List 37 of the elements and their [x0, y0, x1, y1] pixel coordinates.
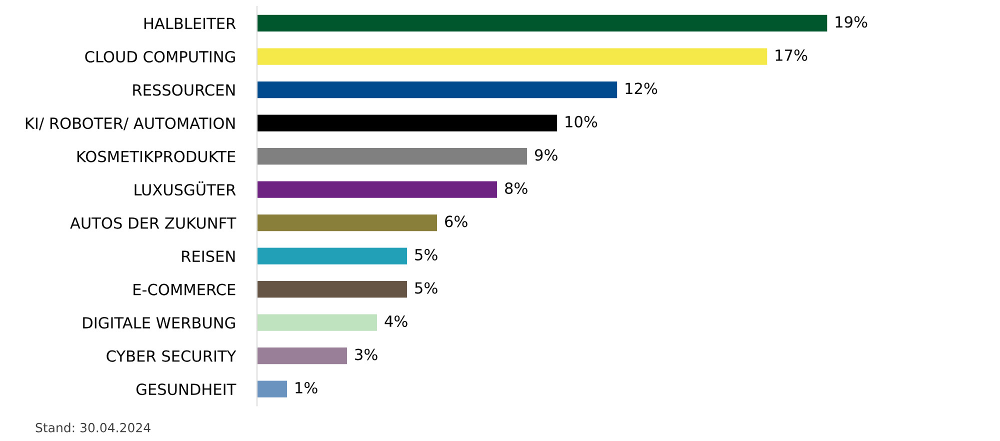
bar	[257, 81, 618, 98]
data-label: 1%	[296, 382, 318, 394]
y-tick-label: HALBLEITER	[144, 18, 236, 30]
data-label: 8%	[505, 182, 528, 194]
y-tick-label: AUTOS DER ZUKUNFT	[70, 217, 236, 229]
data-label: 10%	[566, 116, 598, 128]
y-tick-label: DIGITALE WERBUNG	[83, 317, 235, 329]
y-tick-label: LUXUSGÜTER	[134, 181, 236, 196]
y-tick-label: KI/ ROBOTER/ AUTOMATION	[26, 117, 235, 130]
bar	[257, 348, 348, 364]
y-tick-label: KOSMETIKPRODUKTE	[77, 150, 236, 162]
y-tick-label: REISEN	[182, 250, 235, 262]
data-label: 3%	[355, 348, 378, 360]
y-tick-label: E-COMMERCE	[134, 284, 236, 296]
y-tick-label: GESUNDHEIT	[136, 384, 236, 396]
data-label: 9%	[534, 149, 558, 161]
y-tick-label: CLOUD COMPUTING	[85, 50, 235, 63]
bar	[257, 281, 408, 298]
bar	[257, 248, 408, 264]
y-tick-label: CYBER SECURITY	[106, 350, 236, 362]
text: Stand: 30.04.2024	[36, 422, 150, 432]
data-label: 5%	[415, 282, 438, 294]
bar	[257, 314, 378, 331]
bar	[257, 181, 498, 198]
bar	[257, 48, 768, 65]
bar	[257, 114, 558, 132]
y-tick-label: RESSOURCEN	[133, 84, 235, 96]
data-label: 6%	[445, 216, 468, 228]
bar	[257, 380, 288, 398]
bar	[257, 14, 828, 32]
data-label: 19%	[836, 16, 868, 28]
data-label: 5%	[415, 248, 438, 260]
bar	[257, 148, 528, 165]
bar	[257, 214, 438, 232]
data-label: 12%	[626, 82, 658, 94]
data-label: 4%	[384, 315, 408, 328]
data-label: 17%	[776, 49, 808, 61]
